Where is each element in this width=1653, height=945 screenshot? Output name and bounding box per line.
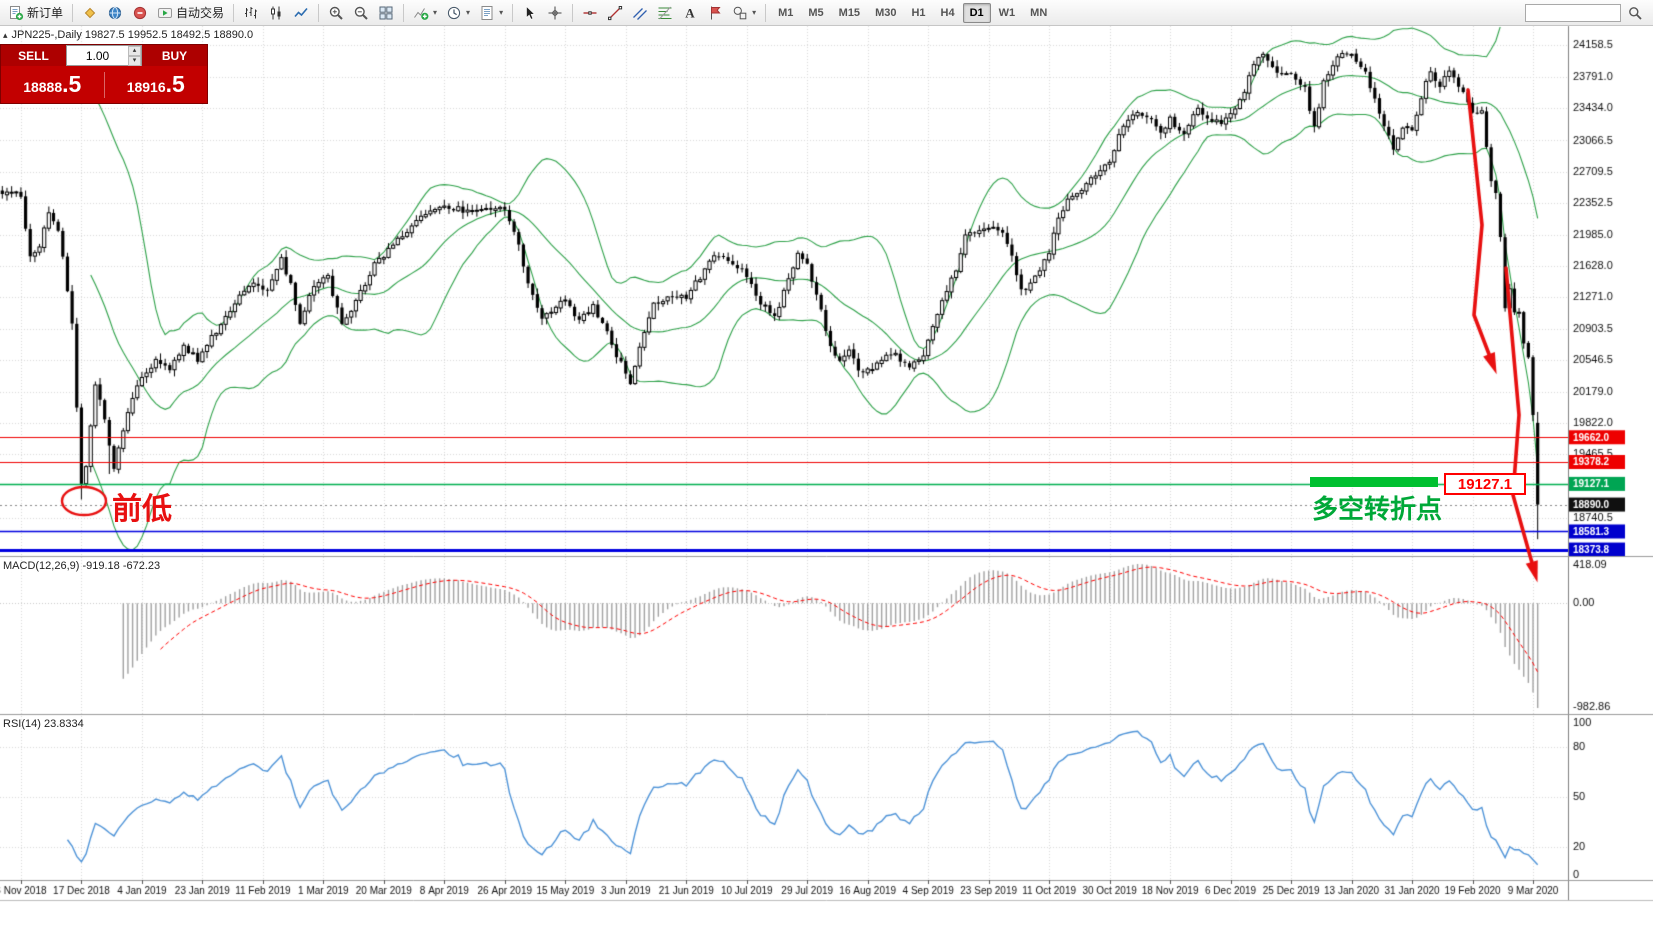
prev-low-annotation[interactable]: 前低 bbox=[112, 493, 172, 526]
crosshair-button[interactable] bbox=[543, 2, 567, 24]
sell-price: 18888.5 bbox=[23, 71, 82, 97]
trade-prices-row: 18888.5 18916.5 bbox=[1, 66, 207, 103]
rsi-indicator-label: RSI(14) 23.8334 bbox=[3, 718, 84, 730]
symbol-search-input[interactable] bbox=[1525, 3, 1621, 22]
chart-title: JPN225-,Daily 19827.5 19952.5 18492.5 18… bbox=[3, 29, 253, 41]
alerts-icon-button[interactable] bbox=[78, 2, 102, 24]
chart-title-text: JPN225-,Daily 19827.5 19952.5 18492.5 18… bbox=[11, 29, 254, 41]
timeframe-h4[interactable]: H4 bbox=[940, 6, 955, 19]
line-chart-button[interactable] bbox=[289, 2, 313, 24]
timeframe-h1[interactable]: H1 bbox=[911, 6, 926, 19]
pivot-price-label[interactable]: 19127.1 bbox=[1444, 473, 1526, 495]
buy-price: 18916.5 bbox=[126, 71, 185, 97]
volume-down-button[interactable] bbox=[128, 56, 141, 66]
timeframe-m15[interactable]: M15 bbox=[838, 6, 861, 19]
new-order-button[interactable]: 新订单 bbox=[4, 2, 67, 24]
collapse-triangle-icon[interactable] bbox=[3, 29, 12, 41]
volume-up-button[interactable] bbox=[128, 46, 141, 56]
community-icon-button[interactable] bbox=[128, 2, 152, 24]
bar-chart-button[interactable] bbox=[239, 2, 263, 24]
fibonacci-button[interactable] bbox=[653, 2, 677, 24]
price-divider bbox=[103, 71, 105, 98]
volume-spinner bbox=[128, 46, 141, 66]
toolbar-separator bbox=[318, 3, 320, 22]
pivot-annotation[interactable]: 多空转折点 bbox=[1312, 494, 1443, 524]
timeframe-m30[interactable]: M30 bbox=[875, 6, 897, 19]
timeframe-m5[interactable]: M5 bbox=[808, 6, 824, 19]
templates-dropdown[interactable]: ▾ bbox=[475, 2, 507, 24]
toolbar-separator bbox=[512, 3, 514, 22]
macd-indicator-label: MACD(12,26,9) -919.18 -672.23 bbox=[3, 560, 161, 572]
toolbar-separator bbox=[403, 3, 405, 22]
toolbar: 新订单 自动交易 ▾ ▾ ▾ A ▾ M1 M5 M15 M30 H1 H4 D1 W1 MN bbox=[0, 0, 1653, 26]
toolbar-separator bbox=[765, 3, 767, 22]
timeframe-d1[interactable]: D1 bbox=[962, 2, 991, 23]
volume-input[interactable] bbox=[67, 46, 128, 65]
shapes-dropdown[interactable]: ▾ bbox=[728, 2, 760, 24]
one-click-trading-panel: SELL BUY 18888.5 18916.5 bbox=[0, 44, 208, 104]
buy-button[interactable]: BUY bbox=[142, 45, 207, 66]
toolbar-separator bbox=[572, 3, 574, 22]
sell-button[interactable]: SELL bbox=[1, 45, 66, 66]
equidistant-channel-button[interactable] bbox=[628, 2, 652, 24]
text-button[interactable]: A bbox=[678, 2, 702, 24]
label-button[interactable] bbox=[703, 2, 727, 24]
cursor-button[interactable] bbox=[518, 2, 542, 24]
timeframe-m1[interactable]: M1 bbox=[778, 6, 794, 19]
candlestick-chart-button[interactable] bbox=[264, 2, 288, 24]
toolbar-separator bbox=[72, 3, 74, 22]
trendline-button[interactable] bbox=[603, 2, 627, 24]
autotrading-button[interactable]: 自动交易 bbox=[153, 2, 228, 24]
periods-dropdown[interactable]: ▾ bbox=[442, 2, 474, 24]
tile-windows-button[interactable] bbox=[374, 2, 398, 24]
zoom-out-button[interactable] bbox=[349, 2, 373, 24]
volume-box bbox=[66, 45, 142, 66]
timeframe-mn[interactable]: MN bbox=[1030, 6, 1048, 19]
trade-buttons-row: SELL BUY bbox=[1, 45, 207, 66]
timeframe-w1[interactable]: W1 bbox=[998, 6, 1016, 19]
horizontal-line-button[interactable] bbox=[578, 2, 602, 24]
search-button[interactable] bbox=[1623, 2, 1647, 24]
indicators-dropdown[interactable]: ▾ bbox=[409, 2, 441, 24]
svg-text:A: A bbox=[685, 5, 695, 20]
pivot-highlight-bar[interactable] bbox=[1310, 477, 1438, 487]
news-icon-button[interactable] bbox=[103, 2, 127, 24]
zoom-in-button[interactable] bbox=[324, 2, 348, 24]
toolbar-separator bbox=[233, 3, 235, 22]
